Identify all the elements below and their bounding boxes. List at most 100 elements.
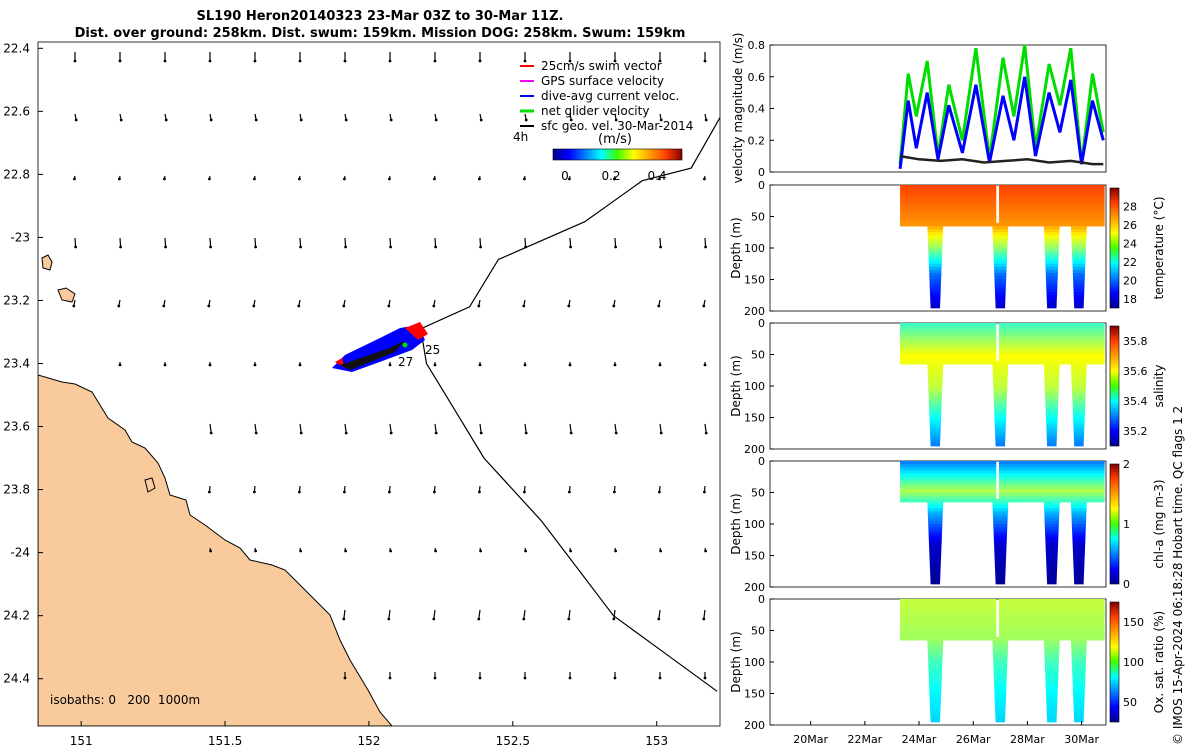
section-cell [993,533,1007,538]
current-vector-head [659,118,663,122]
colorbar-units: (m/s) [598,132,632,147]
current-vector [524,237,527,248]
section-cell [995,718,1006,723]
section-cell [1070,222,1087,227]
section-cell [998,348,1105,352]
map-cbar-tick-1: 0.2 [601,169,620,183]
section-cell [1043,222,1060,227]
swim-cluster [335,322,428,368]
current-vector-head [704,431,708,435]
section-cell [1073,430,1085,434]
section-cell [992,232,1008,236]
current-vector-head [163,363,167,367]
section-cell [928,662,943,666]
section-cell [900,599,997,603]
section-cell [993,658,1008,663]
section-cell [995,568,1006,572]
section-cell [1046,561,1058,566]
current-vector [299,423,302,434]
section-cell [927,360,944,365]
section-cell [1073,285,1085,290]
island-3 [144,477,156,493]
legend-geo-label: sfc geo. vel. 30-Mar-2014 [541,119,693,133]
section-cell [1044,241,1060,246]
current-vector [703,609,706,620]
section-cell [1072,542,1086,547]
section-cell [995,706,1006,710]
section-cell [928,392,943,396]
section-cell [998,611,1105,616]
section-cell [994,411,1007,415]
section-ytick-label: 100 [744,242,765,255]
lat-tick-label: 23.2 [3,293,30,307]
section-cell [995,442,1006,447]
current-vector-head [433,676,437,680]
section-cell [1046,301,1057,306]
section-cell [1043,363,1060,368]
section-cell [992,235,1008,240]
velocity-ytick-label: 0 [758,166,765,179]
section-cell [900,473,997,478]
section-cell [927,376,943,381]
section-cell [1071,241,1087,246]
section-cell [1073,552,1085,556]
section-cell [1073,702,1085,707]
section-cell [1046,564,1058,569]
legend-dive-label: dive-avg current veloc. [541,89,679,103]
current-vector-head [209,118,213,122]
section-cell [900,470,997,475]
section-cell [998,357,1105,362]
current-vector-head [479,245,482,249]
section-cell [929,285,941,290]
section-cell [1045,254,1059,258]
section-cell [1071,373,1087,378]
current-vector [299,237,302,248]
section-cell [1073,292,1085,296]
section-cell [995,298,1006,303]
section-cell [995,430,1006,434]
section-cell [930,430,941,434]
section-cell [1043,636,1060,641]
section-cell [1045,270,1058,274]
current-vector-head [614,431,618,435]
lat-tick-label: 24.2 [3,609,30,623]
timeseries-panels: 0 0.2 0.4 0.6 0.8 velocity magnitude (m/s) 0… [729,33,1185,746]
section-cell [1045,266,1059,271]
section-cell [993,530,1008,534]
current-vector-head [523,177,526,181]
current-vector-head [254,245,257,249]
section-cell [994,561,1006,566]
section-cell [928,530,943,534]
section-cell [994,684,1007,688]
current-vector-head [523,363,527,367]
section-cell [1072,665,1086,669]
section-cell [993,524,1008,528]
section-cell [900,492,997,497]
section-cell [929,276,942,280]
section-cell [928,658,943,663]
section-cell [929,684,942,688]
current-vector-head [388,363,392,367]
section-cell [1044,517,1060,522]
section-ylabel: Depth (m) [729,217,743,278]
legend-swim-label: 25cm/s swim vector [541,59,662,73]
island-2 [57,287,76,303]
section-cell [1046,436,1057,441]
section-cell [995,709,1006,713]
section-cell [993,536,1007,541]
legend-4h: 4h [513,130,528,144]
section-cell [927,222,944,227]
section-cell [1072,687,1085,691]
section-cell [993,527,1008,531]
section-cell [992,505,1009,509]
colorbar-tick-label: 35.4 [1123,395,1148,408]
section-cell [998,219,1105,224]
section-cell [1046,288,1058,293]
section-cell [900,467,997,471]
section-cell [1072,527,1086,531]
velocity-series-line [899,154,1104,166]
section-cell [1046,709,1057,713]
section-cell [929,555,942,560]
section-cell [1073,558,1085,563]
current-vector-head [387,617,391,621]
